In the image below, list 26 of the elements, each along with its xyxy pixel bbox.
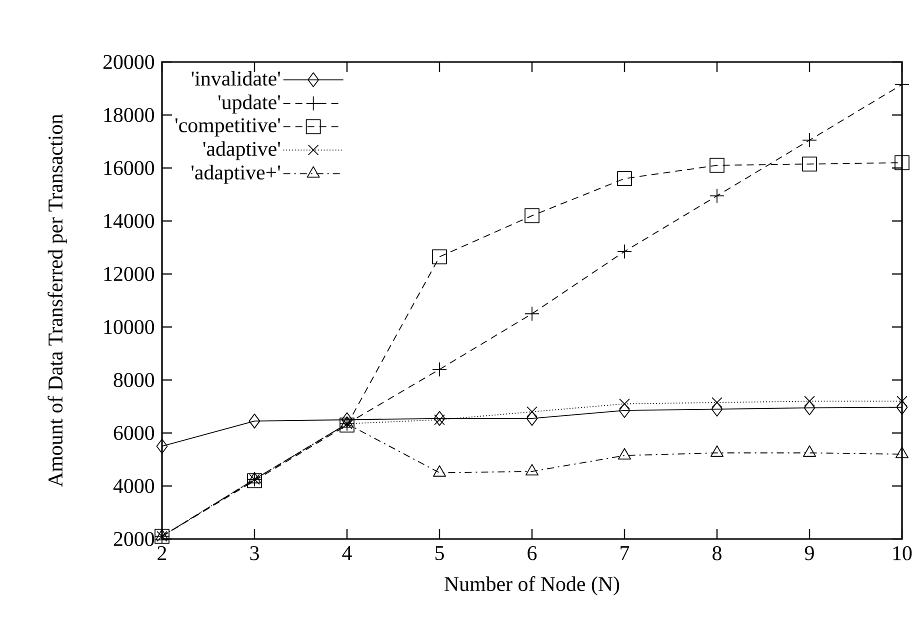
legend-label: 'adaptive' xyxy=(203,141,280,160)
x-tick-label: 10 xyxy=(893,546,912,560)
legend-label: 'invalidate' xyxy=(192,70,280,86)
y-tick-label: 12000 xyxy=(104,266,154,282)
x-tick-label: 4 xyxy=(342,546,352,560)
y-tick-label: 6000 xyxy=(114,426,154,440)
x-axis-title: Number of Node (N) xyxy=(444,576,620,596)
y-tick-label: 14000 xyxy=(104,214,154,228)
x-tick-label: 6 xyxy=(528,546,537,560)
x-tick-label: 5 xyxy=(435,546,444,560)
x-tick-label: 7 xyxy=(620,546,630,560)
y-tick-label: 2000 xyxy=(114,532,154,546)
x-tick-label: 8 xyxy=(712,546,722,560)
legend-label: 'adaptive+' xyxy=(192,164,280,184)
x-tick-label: 9 xyxy=(804,546,814,560)
y-tick-label: 4000 xyxy=(113,478,154,494)
y-tick-label: 18000 xyxy=(104,108,154,122)
y-axis-title: Amount of Data Transferred per Transaction xyxy=(48,114,67,487)
legend-label: 'competitive' xyxy=(175,118,280,137)
legend-label: 'update' xyxy=(218,94,280,114)
y-tick-label: 10000 xyxy=(104,320,154,334)
y-tick-label: 16000 xyxy=(104,160,154,176)
y-tick-label: 20000 xyxy=(103,54,154,70)
x-tick-label: 2 xyxy=(158,546,166,560)
y-tick-label: 8000 xyxy=(114,372,154,388)
x-tick-label: 3 xyxy=(250,546,259,560)
